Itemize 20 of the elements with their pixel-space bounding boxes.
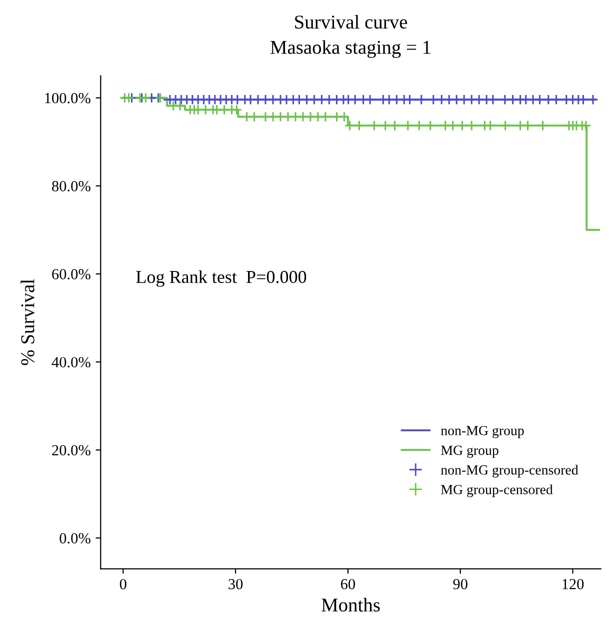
x-axis-title: Months: [322, 598, 380, 612]
legend-label: MG group: [441, 446, 498, 458]
y-tick-label: 60.0%: [52, 269, 90, 280]
x-tick-label: 0: [120, 578, 126, 590]
y-axis-title: % Survival: [20, 279, 34, 366]
legend-label: non-MG group-censored: [440, 464, 578, 478]
y-tick-label: 100.0%: [45, 92, 90, 104]
y-tick-label: 0.0%: [60, 533, 90, 544]
legend-label: MG group-censored: [441, 484, 553, 498]
chart-subtitle: Masaoka staging = 1: [270, 40, 430, 58]
annotation: Log Rank test P=0.000: [136, 270, 306, 287]
y-tick-label: 40.0%: [52, 357, 90, 368]
x-tick-label: 120: [562, 578, 584, 590]
x-tick-label: 60: [340, 578, 355, 590]
chart-title: Survival curve: [295, 14, 408, 29]
legend-label: non-MG group: [440, 426, 524, 438]
x-tick-label: 90: [453, 578, 468, 590]
x-tick-label: 30: [228, 578, 243, 590]
y-tick-label: 80.0%: [52, 181, 90, 192]
y-tick-label: 20.0%: [52, 445, 90, 456]
